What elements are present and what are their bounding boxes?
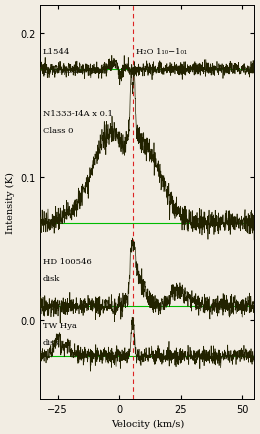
Text: disk: disk [43,274,60,282]
Text: pre-stellar core: pre-stellar core [43,67,108,75]
Text: TW Hya: TW Hya [43,322,77,329]
Y-axis label: Intensity (K): Intensity (K) [5,171,15,233]
Text: disk: disk [43,339,60,347]
Text: L1544: L1544 [43,48,70,56]
X-axis label: Velocity (km/s): Velocity (km/s) [111,419,184,428]
Text: N1333-I4A x 0.1: N1333-I4A x 0.1 [43,110,113,118]
Text: Class 0: Class 0 [43,127,73,135]
Text: H₂O 1₁₀−1₀₁: H₂O 1₁₀−1₀₁ [136,48,187,56]
Text: HD 100546: HD 100546 [43,257,92,265]
